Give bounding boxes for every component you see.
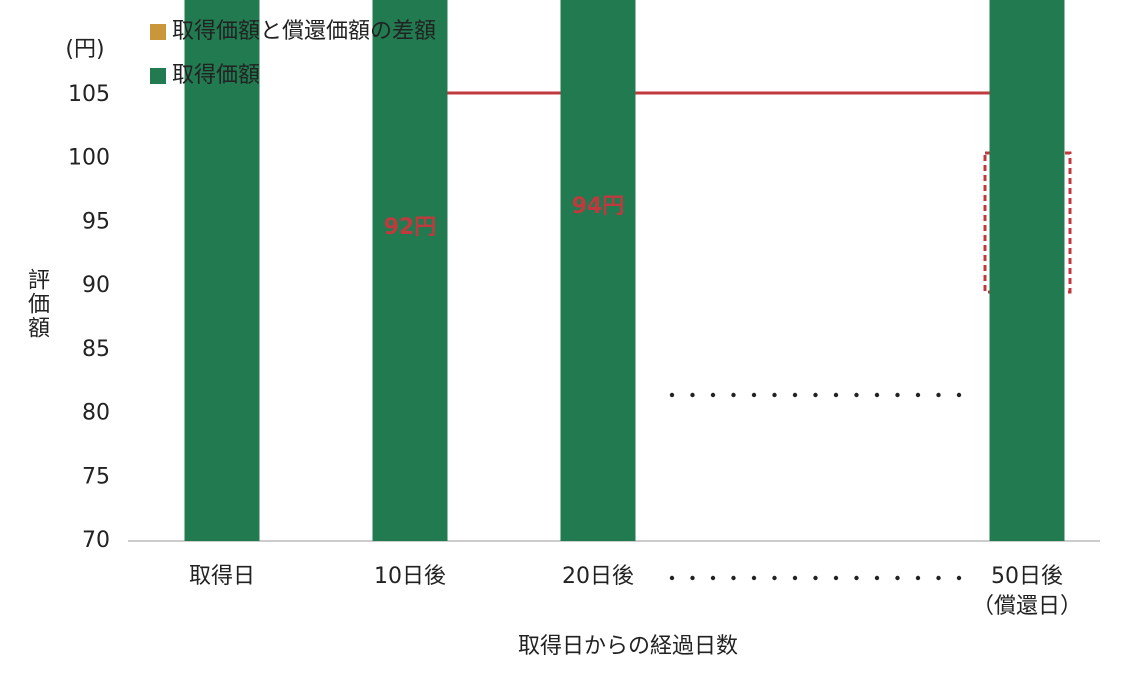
legend-swatch: [150, 68, 166, 84]
y-axis-label: 評価額: [24, 268, 49, 340]
x-axis-label: 取得日からの経過日数: [517, 634, 738, 659]
y-tick-label: 105: [68, 82, 110, 107]
legend-label: 取得価額: [172, 63, 260, 88]
dot: [874, 392, 880, 398]
ellipsis: [669, 392, 962, 581]
dot: [895, 575, 900, 581]
dot: [956, 575, 962, 581]
y-unit: (円): [65, 37, 104, 62]
annotation: 94円: [572, 194, 625, 219]
bar: [184, 0, 260, 542]
y-tick-label: 95: [82, 209, 110, 234]
y-tick-label: 100: [68, 146, 110, 171]
x-tick-label: 20日後: [562, 564, 634, 589]
dot: [751, 392, 757, 398]
dot: [731, 392, 736, 398]
x-tick-label: 10日後: [374, 564, 446, 589]
dot: [813, 575, 818, 581]
dot: [690, 392, 695, 398]
dot: [915, 392, 921, 398]
x-tick-label: 50日後 （償還日）: [971, 564, 1082, 619]
dot: [710, 575, 716, 581]
y-tick-label: 85: [82, 337, 110, 362]
dot: [710, 392, 716, 398]
dot: [751, 575, 757, 581]
legend-label: 取得価額と償還価額の差額: [172, 19, 436, 44]
annotation: 92円: [384, 215, 437, 240]
dot: [833, 575, 839, 581]
dot: [936, 575, 941, 581]
dot: [772, 392, 777, 398]
dot: [731, 575, 736, 581]
dot: [915, 575, 921, 581]
bar: [372, 0, 448, 542]
dot: [669, 575, 675, 581]
y-tick-label: 90: [82, 273, 110, 298]
dot: [895, 392, 900, 398]
dot: [854, 575, 859, 581]
y-tick-label: 70: [82, 528, 110, 553]
arrow-line: [406, 91, 1024, 182]
dot: [833, 392, 839, 398]
dot: [936, 392, 941, 398]
dot: [956, 392, 962, 398]
dot: [874, 575, 880, 581]
dot: [669, 392, 675, 398]
legend-swatch: [150, 24, 166, 40]
dot: [690, 575, 695, 581]
dot: [772, 575, 777, 581]
dot: [813, 392, 818, 398]
dot: [792, 392, 798, 398]
dot: [792, 575, 798, 581]
bar: [560, 0, 636, 542]
bar: [989, 0, 1065, 542]
y-tick-label: 75: [82, 464, 110, 489]
y-tick-label: 80: [82, 401, 110, 426]
x-tick-label: 取得日: [188, 564, 255, 589]
dot: [854, 392, 859, 398]
